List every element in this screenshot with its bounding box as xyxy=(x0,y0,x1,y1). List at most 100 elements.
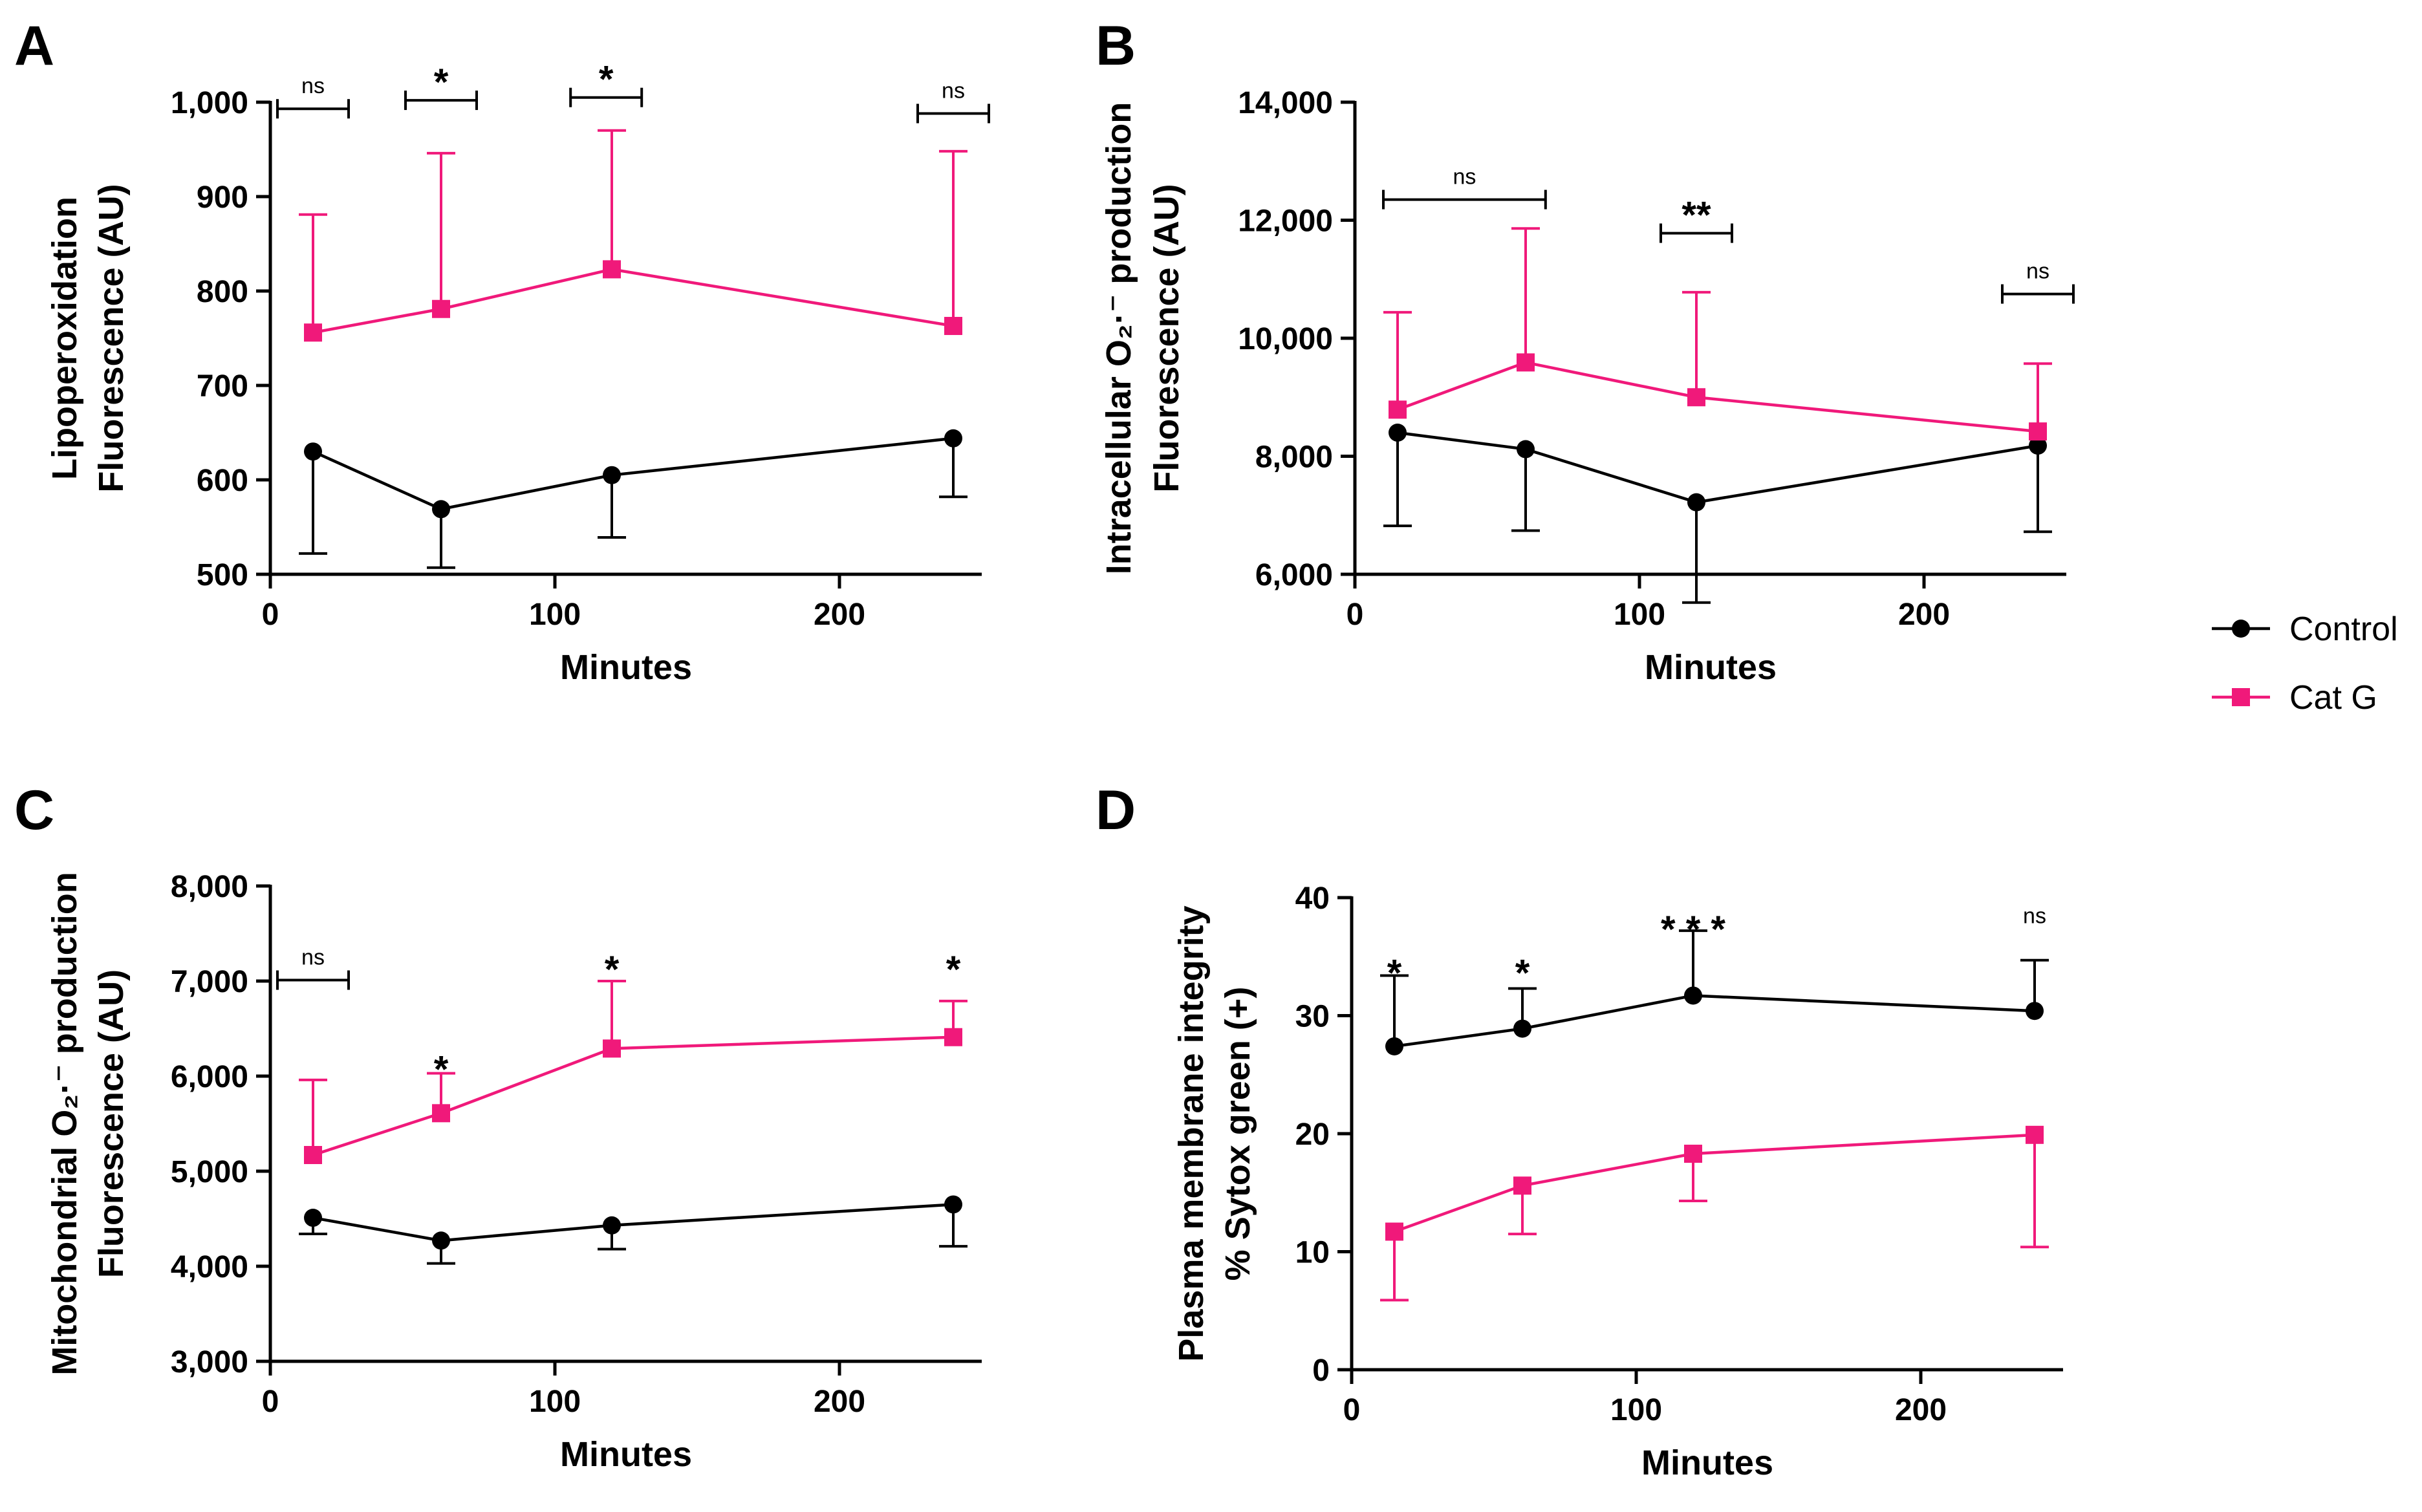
significance-annotation: * xyxy=(404,61,478,111)
significance-annotation: ns xyxy=(1382,165,1547,210)
data-point-control xyxy=(2026,1002,2044,1021)
y-tick-label: 900 xyxy=(197,180,248,215)
significance-annotation: ns xyxy=(2023,903,2046,928)
y-tick-label: 6,000 xyxy=(171,1060,248,1094)
series-cat-g xyxy=(299,129,968,342)
y-tick-label: 600 xyxy=(197,464,248,498)
data-point-control xyxy=(1517,440,1535,459)
x-tick-label: 100 xyxy=(529,1385,581,1419)
data-point-control xyxy=(1513,1019,1531,1038)
y-axis-title: Lipoperoxidation xyxy=(45,197,84,480)
sig-label: ns xyxy=(301,74,325,98)
y-axis-title: Intracellular O₂·⁻ production xyxy=(1099,102,1138,575)
y-tick-label: 12,000 xyxy=(1238,204,1333,239)
series-line xyxy=(312,268,954,334)
data-point-cat-g xyxy=(1684,1145,1702,1163)
significance-annotation: ns xyxy=(2001,259,2075,304)
significance-annotation: * xyxy=(569,59,643,107)
significance-annotation: * xyxy=(605,949,620,991)
significance-annotation: ns xyxy=(916,79,990,124)
series-control xyxy=(299,1195,968,1265)
panel-letter: D xyxy=(1096,779,1136,841)
series-line xyxy=(1394,994,2035,1048)
sig-label: ns xyxy=(301,945,325,970)
legend-entry-control: Control xyxy=(2212,610,2398,648)
data-point-control xyxy=(603,1216,621,1235)
series-control xyxy=(1383,424,2052,604)
x-tick-label: 100 xyxy=(529,598,581,632)
y-axis-title: Fluorescence (AU) xyxy=(92,969,131,1278)
y-tick-label: 30 xyxy=(1295,1000,1330,1034)
x-tick-label: 200 xyxy=(1895,1393,1947,1427)
series-line xyxy=(312,1035,954,1157)
data-point-cat-g xyxy=(944,1028,962,1046)
significance-annotation: ns xyxy=(276,945,350,990)
x-tick-label: 200 xyxy=(814,598,865,632)
x-axis-title: Minutes xyxy=(1641,1443,1773,1482)
y-tick-label: 8,000 xyxy=(171,870,248,904)
data-point-control xyxy=(944,429,962,448)
series-line xyxy=(1394,1133,2035,1233)
data-point-control xyxy=(1389,424,1407,442)
data-point-cat-g xyxy=(1513,1176,1531,1195)
y-axis-title: Fluorescence (AU) xyxy=(92,184,131,492)
y-tick-label: 6,000 xyxy=(1255,558,1333,592)
panel-c: C 3,000 4,000 5,000 6,000 7,000 8,000 0 100 200 Mi… xyxy=(14,779,982,1474)
legend-marker-square xyxy=(2232,688,2250,706)
panel-letter: A xyxy=(14,15,54,77)
series-line xyxy=(312,437,954,511)
x-tick-label: 200 xyxy=(814,1385,865,1419)
series-line xyxy=(1397,431,2038,504)
sig-label: * xyxy=(434,1049,449,1091)
data-point-cat-g xyxy=(304,1146,322,1165)
y-tick-label: 4,000 xyxy=(171,1250,248,1284)
series-control xyxy=(299,429,968,569)
data-point-cat-g xyxy=(1517,353,1535,372)
sig-label: ns xyxy=(2026,259,2049,284)
y-tick-label: 7,000 xyxy=(171,965,248,999)
series-control xyxy=(1380,929,2049,1055)
data-point-cat-g xyxy=(432,299,450,318)
data-point-cat-g xyxy=(1385,1222,1403,1241)
panel-d: D 0 10 20 30 40 0 100 200 Minutes Plasma membrane … xyxy=(1096,779,2063,1482)
legend-marker-circle xyxy=(2232,620,2250,638)
data-point-control xyxy=(1385,1037,1403,1055)
data-point-cat-g xyxy=(2029,422,2047,441)
series-line xyxy=(312,1203,954,1242)
sig-label: * xyxy=(1387,952,1402,994)
data-point-cat-g xyxy=(304,323,322,342)
sig-label: * xyxy=(599,59,614,101)
panel-a: A 500 600 700 800 900 1,000 0 100 200 Minutes Lipop… xyxy=(14,15,990,687)
significance-annotation: ns xyxy=(276,74,350,119)
data-point-cat-g xyxy=(944,317,962,336)
y-tick-label: 5,000 xyxy=(171,1155,248,1189)
significance-annotation: * xyxy=(1515,952,1530,994)
data-point-control xyxy=(2029,437,2047,455)
panel-letter: B xyxy=(1096,15,1136,77)
significance-annotation: ** xyxy=(1660,195,1733,243)
data-point-cat-g xyxy=(1687,388,1705,407)
x-tick-label: 100 xyxy=(1614,598,1665,632)
significance-annotation: * xyxy=(434,1049,449,1091)
data-point-control xyxy=(1684,986,1702,1005)
sig-label: ns xyxy=(1453,165,1476,189)
series-cat-g xyxy=(299,980,968,1165)
y-axis-title: % Sytox green (+) xyxy=(1218,987,1257,1281)
data-point-control xyxy=(1687,493,1705,512)
data-point-control xyxy=(432,500,450,519)
sig-label: * xyxy=(605,949,620,991)
x-tick-label: 100 xyxy=(1610,1393,1662,1427)
y-tick-label: 8,000 xyxy=(1255,440,1333,475)
sig-label: * xyxy=(1515,952,1530,994)
legend-label: Cat G xyxy=(2289,679,2377,717)
sig-label: ns xyxy=(2023,903,2046,928)
panel-letter: C xyxy=(14,779,54,841)
sig-label: * * * xyxy=(1661,909,1725,951)
y-axis-title: Fluorescence (AU) xyxy=(1147,184,1186,492)
y-axis-title: Mitochondrial O₂·⁻ production xyxy=(45,872,84,1375)
y-tick-label: 0 xyxy=(1312,1354,1330,1388)
x-axis-title: Minutes xyxy=(560,648,692,687)
legend: Control Cat G xyxy=(2212,610,2398,717)
significance-annotation: * * * xyxy=(1661,909,1725,951)
